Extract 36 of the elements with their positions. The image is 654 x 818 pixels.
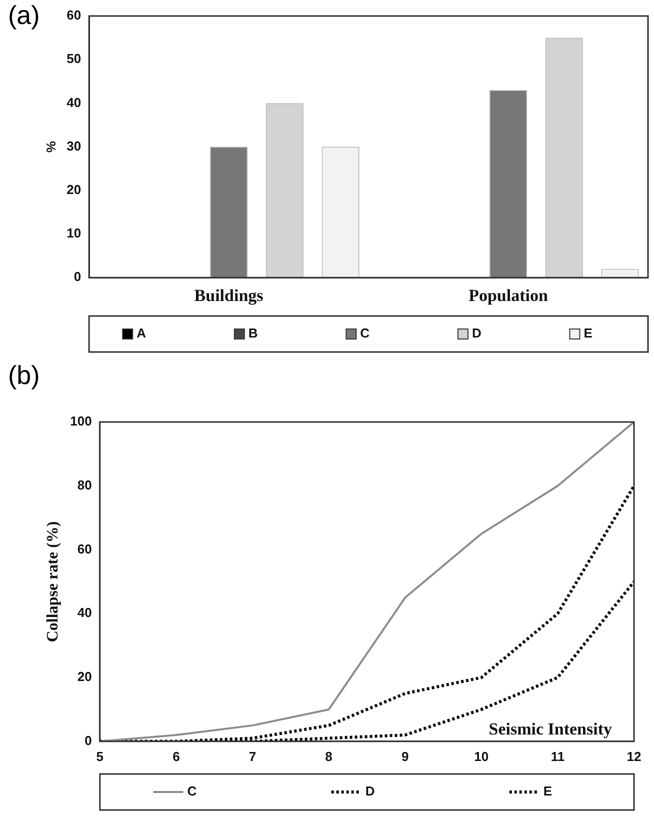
x-tick-label: Buildings: [194, 286, 264, 306]
legend-label: C: [360, 326, 370, 341]
chart-title: (b): [8, 360, 40, 391]
y-tick-label: 0: [84, 732, 92, 748]
x-tick-label: 12: [626, 748, 642, 764]
y-axis-title: Collapse rate (%): [44, 521, 62, 642]
x-axis-title: Seismic Intensity: [488, 719, 612, 738]
y-tick-label: 20: [66, 182, 82, 197]
y-tick-label: 60: [66, 8, 82, 23]
x-tick-label: Population: [468, 286, 548, 306]
y-tick-label: 20: [77, 669, 92, 684]
y-tick-label: 0: [74, 269, 82, 284]
x-tick-label: 11: [550, 748, 565, 764]
x-tick-label: 10: [474, 748, 489, 764]
chart-title: (a): [8, 0, 40, 31]
x-tick-label: 8: [325, 748, 332, 764]
legend-label: A: [136, 326, 147, 341]
legend-label: E: [543, 784, 552, 799]
y-tick-label: 50: [66, 51, 82, 66]
y-axis-title: %: [43, 140, 58, 153]
y-tick-label: 40: [77, 605, 92, 620]
y-tick-label: 10: [66, 226, 82, 241]
legend-label: B: [248, 326, 258, 341]
legend-label: E: [584, 326, 593, 341]
y-tick-label: 30: [66, 138, 82, 154]
y-tick-label: 40: [66, 94, 82, 110]
legend-label: C: [187, 784, 198, 799]
x-tick-label: 7: [248, 748, 256, 764]
legend-label: D: [365, 784, 375, 799]
y-tick-label: 100: [70, 414, 92, 429]
x-tick-label: 6: [172, 748, 180, 764]
y-tick-label: 80: [77, 477, 92, 492]
x-tick-label: 5: [96, 748, 104, 764]
y-tick-label: 60: [77, 541, 92, 556]
x-tick-label: 9: [401, 748, 409, 764]
legend-label: D: [472, 326, 482, 341]
